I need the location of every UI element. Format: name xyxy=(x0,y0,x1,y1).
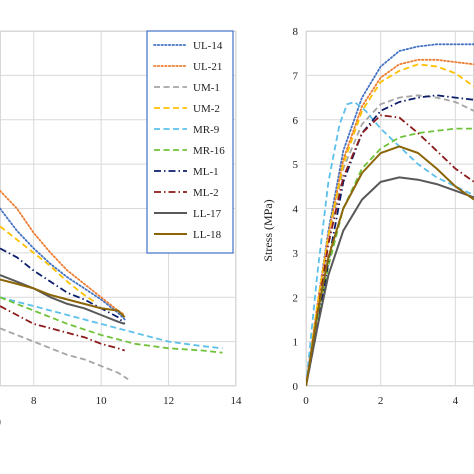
right-y-tick-label: 4 xyxy=(293,204,299,216)
right-series-line-ml-1 xyxy=(306,94,474,386)
left-series-line-ll-18 xyxy=(0,278,126,318)
legend-label-ll-18: LL-18 xyxy=(193,229,222,241)
right-y-tick-label: 8 xyxy=(293,26,299,38)
legend-label-ml-1: ML-1 xyxy=(193,166,219,178)
left-x-tick-label: 12 xyxy=(163,395,174,407)
right-series-line-mr-16 xyxy=(306,127,474,386)
right-x-tick-label: 2 xyxy=(378,395,384,407)
left-series-line-um-2 xyxy=(0,225,95,303)
right-series-line-ul-21 xyxy=(306,58,474,386)
right-y-tick-label: 2 xyxy=(293,292,299,304)
left-x-tick-label: 14 xyxy=(231,395,243,407)
right-y-tick-label: 5 xyxy=(293,159,299,171)
left-series-line-ml-2 xyxy=(0,305,125,352)
legend-label-ul-21: UL-21 xyxy=(193,61,222,73)
left-series-line-ll-17 xyxy=(0,274,126,325)
legend-label-ll-17: LL-17 xyxy=(193,208,222,220)
left-x-tick-label: 10 xyxy=(96,395,108,407)
right-y-tick-label: 3 xyxy=(293,248,299,260)
left-series-line-ml-1 xyxy=(0,247,126,325)
legend-label-ml-2: ML-2 xyxy=(193,187,219,199)
right-x-tick-label: 0 xyxy=(303,395,309,407)
right-series-line-um-2 xyxy=(306,63,474,386)
right-y-tick-label: 0 xyxy=(293,381,299,393)
right-series-line-ll-17 xyxy=(306,176,474,386)
legend-label-ul-14: UL-14 xyxy=(193,40,223,52)
right-series-line-ml-2 xyxy=(306,114,474,386)
left-x-axis-label-fragment: ) xyxy=(0,414,1,428)
right-y-tick-label: 1 xyxy=(293,337,299,349)
right-y-tick-label: 6 xyxy=(293,115,299,127)
left-series-line-ul-21 xyxy=(0,189,126,316)
legend: UL-14 UL-21 UM-1 UM-2 MR-9 MR-16 ML-1 ML-2 LL-17… xyxy=(146,30,234,254)
legend-label-mr-9: MR-9 xyxy=(193,124,220,136)
left-chart-panel: 8 10 12 14) xyxy=(0,30,243,428)
right-series-line-ll-18 xyxy=(306,145,474,386)
legend-label-um-2: UM-2 xyxy=(193,103,220,115)
right-series-line-um-1 xyxy=(306,94,474,386)
legend-label-um-1: UM-1 xyxy=(193,82,220,94)
left-series-line-mr-16 xyxy=(0,296,223,354)
right-x-tick-label: 4 xyxy=(453,395,459,407)
left-x-tick-label: 8 xyxy=(31,395,37,407)
right-chart-panel: 0 2 4 0 1 2 3 4 5 6 7 8 Stress (MPa) xyxy=(261,26,474,407)
left-series-group xyxy=(0,189,223,381)
left-series-line-ul-14 xyxy=(0,207,126,321)
right-y-tick-label: 7 xyxy=(293,70,299,82)
legend-box xyxy=(146,30,234,254)
legend-label-mr-16: MR-16 xyxy=(193,145,225,157)
left-series-line-um-1 xyxy=(0,327,129,381)
right-y-axis-label: Stress (MPa) xyxy=(261,199,275,261)
right-series-line-ul-14 xyxy=(306,43,474,386)
right-series-group xyxy=(306,43,474,386)
left-series-line-mr-9 xyxy=(0,296,223,350)
right-series-line-mr-9 xyxy=(306,101,474,386)
